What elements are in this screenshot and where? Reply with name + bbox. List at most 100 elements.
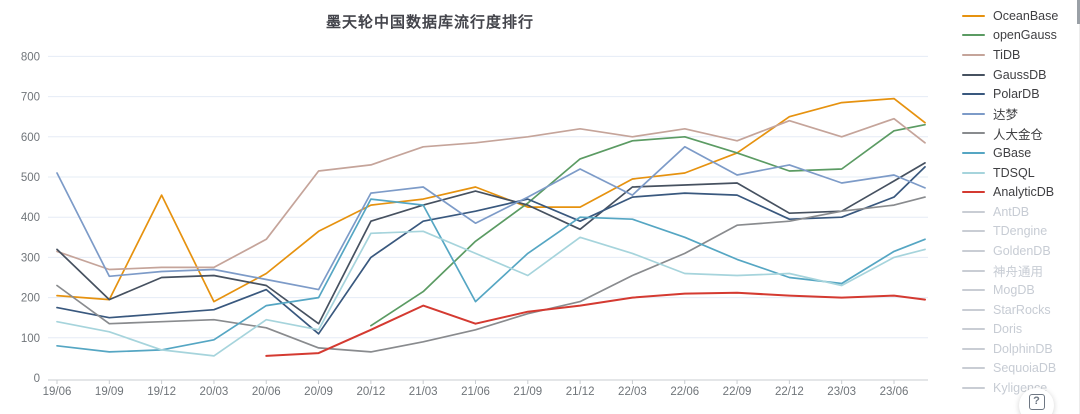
series-line-AnalyticDB xyxy=(265,291,926,357)
x-axis-label: 19/12 xyxy=(147,386,176,398)
legend-item-AntDB[interactable]: AntDB xyxy=(962,202,1080,222)
legend-label: 神舟通用 xyxy=(993,265,1044,280)
legend-line-icon xyxy=(962,230,985,233)
x-axis-label: 22/12 xyxy=(775,386,804,398)
legend-line-icon xyxy=(962,93,985,96)
legend-label: Doris xyxy=(993,322,1023,337)
series-line-达梦 xyxy=(56,145,926,291)
y-axis-label: 700 xyxy=(21,92,40,104)
legend-label: openGauss xyxy=(993,28,1057,43)
legend-line-icon xyxy=(962,249,985,252)
legend-item-TDSQL[interactable]: TDSQL xyxy=(962,163,1080,183)
legend-item-PolarDB[interactable]: PolarDB xyxy=(962,84,1080,104)
page-title: 墨天轮中国数据库流行度排行 xyxy=(325,14,534,31)
series-line-OceanBase xyxy=(56,97,926,303)
legend-line-icon xyxy=(962,308,985,311)
legend-line-icon xyxy=(962,171,985,174)
x-axis-label: 20/09 xyxy=(304,386,333,398)
legend-item-人大金仓[interactable]: 人大金仓 xyxy=(962,124,1080,144)
legend-item-TiDB[interactable]: TiDB xyxy=(962,45,1080,65)
legend-label: TiDB xyxy=(993,47,1021,62)
legend-label: OceanBase xyxy=(993,8,1059,23)
legend-line-icon xyxy=(962,269,985,272)
series-line-GBase xyxy=(56,198,926,353)
legend-item-GoldenDB[interactable]: GoldenDB xyxy=(962,241,1080,261)
series-line-TiDB xyxy=(56,117,926,271)
legend-label: GoldenDB xyxy=(993,243,1051,258)
y-axis-label: 600 xyxy=(21,132,40,144)
legend-item-SequoiaDB[interactable]: SequoiaDB xyxy=(962,359,1080,379)
y-axis-label: 200 xyxy=(21,293,40,305)
legend-label: MogDB xyxy=(993,283,1035,298)
x-axis-label: 20/06 xyxy=(252,386,281,398)
help-button[interactable]: ? xyxy=(1019,388,1054,414)
legend-line-icon xyxy=(962,289,985,292)
legend-item-OceanBase[interactable]: OceanBase xyxy=(962,6,1080,26)
question-mark-icon: ? xyxy=(1028,393,1045,410)
x-axis-label: 22/06 xyxy=(670,386,699,398)
legend-line-icon xyxy=(962,347,985,350)
legend-item-TDengine[interactable]: TDengine xyxy=(962,222,1080,242)
legend-label: GaussDB xyxy=(993,67,1047,82)
legend-item-openGauss[interactable]: openGauss xyxy=(962,26,1080,46)
legend-item-DolphinDB[interactable]: DolphinDB xyxy=(962,339,1080,359)
series-line-PolarDB xyxy=(56,166,926,335)
x-axis-label: 22/09 xyxy=(723,386,752,398)
x-axis-label: 21/09 xyxy=(513,386,542,398)
x-axis-label: 23/03 xyxy=(827,386,856,398)
x-axis-label: 21/03 xyxy=(409,386,438,398)
legend-line-icon xyxy=(962,191,985,194)
y-axis-label: 400 xyxy=(21,212,40,224)
legend-label: GBase xyxy=(993,145,1032,160)
legend-label: 人大金仓 xyxy=(993,127,1044,142)
legend-label: SequoiaDB xyxy=(993,361,1057,376)
legend-line-icon xyxy=(962,367,985,370)
legend-item-AnalyticDB[interactable]: AnalyticDB xyxy=(962,182,1080,202)
legend-line-icon xyxy=(962,53,985,56)
legend-label: PolarDB xyxy=(993,87,1040,102)
legend-label: AnalyticDB xyxy=(993,185,1055,200)
series-line-TDSQL xyxy=(56,230,926,357)
legend-item-StarRocks[interactable]: StarRocks xyxy=(962,300,1080,320)
x-axis-label: 20/12 xyxy=(356,386,385,398)
legend-line-icon xyxy=(962,34,985,37)
legend-line-icon xyxy=(962,210,985,213)
legend-label: AntDB xyxy=(993,204,1030,219)
x-axis-label: 19/09 xyxy=(95,386,124,398)
y-axis-label: 0 xyxy=(34,373,40,385)
y-axis-label: 500 xyxy=(21,172,40,184)
legend-line-icon xyxy=(962,387,985,390)
legend-line-icon xyxy=(962,14,985,17)
legend: OceanBase openGauss TiDB GaussDB PolarDB 达梦人大… xyxy=(962,6,1080,398)
scrollbar-thumb[interactable] xyxy=(1077,0,1080,24)
x-axis-label: 22/03 xyxy=(618,386,647,398)
legend-item-神舟通用[interactable]: 神舟通用 xyxy=(962,261,1080,281)
legend-line-icon xyxy=(962,73,985,76)
x-axis-label: 19/06 xyxy=(43,386,72,398)
legend-item-GaussDB[interactable]: GaussDB xyxy=(962,65,1080,85)
y-axis-label: 100 xyxy=(21,333,40,345)
legend-item-MogDB[interactable]: MogDB xyxy=(962,280,1080,300)
legend-line-icon xyxy=(962,112,985,115)
legend-item-达梦[interactable]: 达梦 xyxy=(962,104,1080,124)
legend-item-GBase[interactable]: GBase xyxy=(962,143,1080,163)
legend-label: TDSQL xyxy=(993,165,1035,180)
y-axis-label: 300 xyxy=(21,252,40,264)
legend-label: StarRocks xyxy=(993,302,1051,317)
x-axis-label: 21/06 xyxy=(461,386,490,398)
legend-line-icon xyxy=(962,132,985,135)
series-line-GaussDB xyxy=(56,162,926,325)
legend-label: TDengine xyxy=(993,224,1048,239)
x-axis-label: 23/06 xyxy=(880,386,909,398)
legend-item-Doris[interactable]: Doris xyxy=(962,320,1080,340)
y-axis-label: 800 xyxy=(21,51,40,63)
legend-line-icon xyxy=(962,151,985,154)
legend-label: DolphinDB xyxy=(993,341,1053,356)
x-axis-label: 20/03 xyxy=(200,386,229,398)
series-line-人大金仓 xyxy=(56,196,926,353)
x-axis-label: 21/12 xyxy=(566,386,595,398)
legend-line-icon xyxy=(962,328,985,331)
legend-label: 达梦 xyxy=(993,108,1019,123)
